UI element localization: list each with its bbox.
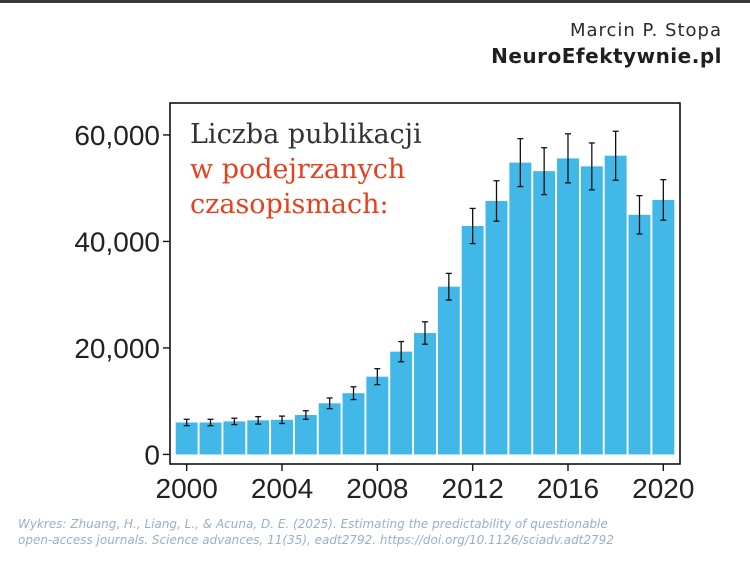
bar-2008: [366, 376, 389, 455]
error-bar-2003: [255, 415, 262, 425]
error-bar-2015: [541, 147, 548, 196]
error-bar-2000: [183, 418, 190, 427]
bar-2001: [199, 422, 222, 455]
error-bar-2013: [493, 180, 500, 222]
error-bar-2018: [612, 130, 619, 181]
bar-2006: [318, 403, 341, 455]
bar-2016: [557, 158, 579, 455]
error-bar-2011: [445, 272, 452, 301]
bar-2004: [271, 419, 293, 455]
author-name: Marcin P. Stopa: [569, 20, 722, 41]
error-bar-2012: [469, 207, 476, 245]
plot-frame: [169, 102, 681, 465]
chart-title-line-1: Liczba publikacji: [190, 119, 422, 150]
x-tick-label-2000: 2000: [156, 473, 218, 504]
bar-2010: [414, 333, 436, 455]
caption-line-1: Wykres: Zhuang, H., Liang, L., & Acuna, …: [18, 517, 608, 531]
error-bar-2020: [660, 179, 667, 221]
source-caption: Wykres: Zhuang, H., Liang, L., & Acuna, …: [18, 516, 738, 548]
error-bar-2017: [588, 142, 595, 191]
bar-2020: [652, 199, 675, 455]
site-name: NeuroEfektywnie.pl: [491, 44, 722, 68]
y-tick-label-40000: 40,000: [74, 226, 160, 257]
x-tick-label-2004: 2004: [251, 473, 313, 504]
bar-2018: [604, 155, 627, 455]
error-bar-2007: [350, 386, 357, 401]
chart-title-line-3: czasopismach:: [190, 189, 389, 220]
bar-2014: [509, 162, 532, 455]
y-tick-label-20000: 20,000: [74, 333, 160, 364]
y-tick-label-0: 0: [144, 439, 160, 470]
bar-2013: [485, 200, 508, 455]
x-tick-label-2016: 2016: [537, 473, 599, 504]
error-bar-2001: [207, 418, 214, 427]
caption-line-2: open-access journals. Science advances, …: [18, 533, 614, 547]
bar-2000: [175, 422, 198, 455]
publications-bar-chart: 0 20,000 40,000 60,000 2000 2004 2008 2012 2016 2…: [74, 102, 694, 504]
error-bar-2008: [374, 368, 381, 386]
error-bar-2002: [231, 417, 238, 426]
x-tick-label-2008: 2008: [346, 473, 408, 504]
error-bar-2010: [422, 321, 428, 345]
error-bar-2019: [636, 194, 643, 235]
error-bar-2016: [564, 133, 571, 184]
bar-2012: [461, 226, 484, 455]
bar-2009: [390, 351, 413, 455]
error-bar-2005: [302, 410, 309, 420]
x-tick-label-2020: 2020: [632, 473, 694, 504]
bar-2017: [580, 166, 603, 455]
x-tick-label-2012: 2012: [442, 473, 504, 504]
error-bar-2004: [279, 415, 286, 425]
error-bar-2006: [326, 397, 333, 410]
y-tick-label-60000: 60,000: [74, 120, 160, 151]
bar-2015: [533, 171, 556, 455]
chart-title-line-2: w podejrzanych: [190, 154, 405, 185]
bar-2005: [294, 415, 317, 455]
bar-2002: [223, 421, 246, 455]
bar-2011: [437, 286, 460, 455]
bar-2019: [628, 214, 651, 455]
bar-2007: [342, 393, 365, 455]
error-bar-2009: [398, 340, 405, 363]
bar-2003: [247, 420, 270, 455]
top-rule: [0, 0, 750, 3]
error-bar-2014: [517, 138, 524, 188]
